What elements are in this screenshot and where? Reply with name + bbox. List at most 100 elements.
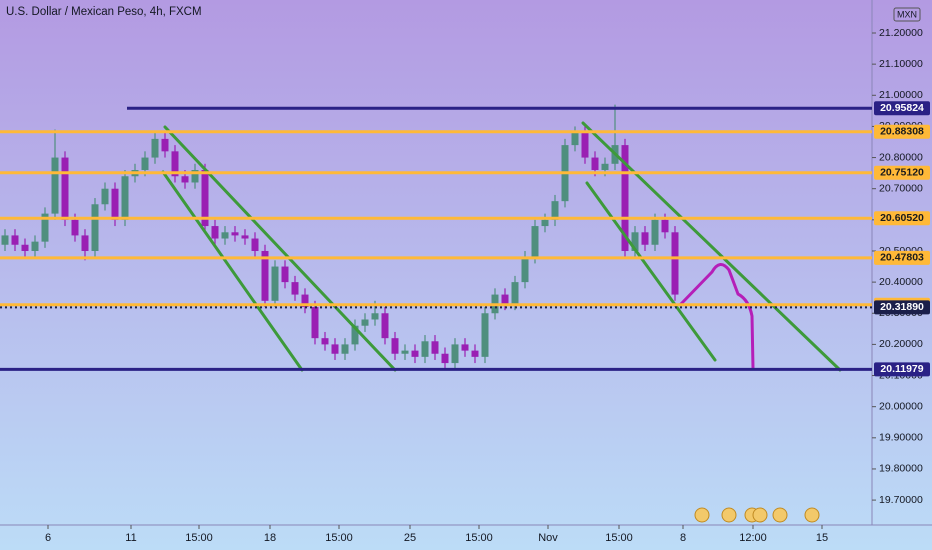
- candle-body: [591, 157, 599, 171]
- candle-body: [281, 266, 289, 283]
- level-label: 20.95824: [880, 102, 924, 114]
- candle-body: [401, 350, 409, 354]
- candle-body: [51, 157, 59, 214]
- candle-body: [41, 213, 49, 242]
- x-tick-label: 25: [404, 532, 416, 544]
- x-tick-label: 18: [264, 532, 276, 544]
- y-tick-label: 20.00000: [879, 400, 923, 412]
- level-label: 20.60520: [880, 212, 924, 224]
- candle-body: [111, 188, 119, 220]
- candle-body: [161, 138, 169, 152]
- candle-body: [71, 219, 79, 236]
- currency-label: MXN: [897, 9, 917, 19]
- y-tick-label: 21.00000: [879, 89, 923, 101]
- candle-body: [381, 313, 389, 339]
- trend-line: [163, 125, 397, 372]
- chart-title: U.S. Dollar / Mexican Peso, 4h, FXCM: [6, 6, 202, 18]
- level-badge: [874, 211, 930, 226]
- candle-body: [331, 344, 339, 354]
- event-icon: [721, 507, 737, 523]
- candle-body: [621, 145, 629, 251]
- candle-body: [61, 157, 69, 220]
- level-badge: [874, 362, 930, 377]
- x-tick-label: 15:00: [465, 532, 493, 544]
- candle-body: [501, 294, 509, 304]
- candle-body: [301, 294, 309, 308]
- candle-body: [321, 338, 329, 345]
- level-badge: [874, 101, 930, 116]
- candle-body: [571, 132, 579, 146]
- y-tick-label: 20.50000: [879, 245, 923, 257]
- candle-body: [631, 232, 639, 251]
- candle-body: [341, 344, 349, 354]
- candle-body: [661, 219, 669, 233]
- candle-body: [471, 350, 479, 357]
- candle-body: [1, 235, 9, 245]
- candle-body: [11, 235, 19, 245]
- trend-lines: [161, 121, 842, 372]
- x-tick-label: Nov: [538, 532, 558, 544]
- x-tick-label: 15: [816, 532, 828, 544]
- candle-body: [431, 341, 439, 354]
- candle-body: [231, 232, 239, 236]
- trend-line: [581, 121, 842, 372]
- y-tick-label: 20.40000: [879, 276, 923, 288]
- candle-body: [181, 176, 189, 183]
- level-label: 20.31890: [880, 301, 924, 313]
- currency-badge: [893, 7, 921, 22]
- candle-body: [251, 238, 259, 251]
- x-tick-label: 6: [45, 532, 51, 544]
- candle-body: [291, 282, 299, 295]
- y-tick-label: 21.20000: [879, 27, 923, 39]
- trend-line: [161, 170, 304, 372]
- candle-body: [641, 232, 649, 245]
- event-icon: [694, 507, 710, 523]
- candle-body: [201, 170, 209, 227]
- candle-body: [101, 188, 109, 205]
- candle-body: [411, 350, 419, 357]
- level-label: 20.47803: [880, 252, 924, 264]
- trend-line: [585, 181, 717, 362]
- candle-body: [271, 266, 279, 301]
- candle-body: [221, 232, 229, 239]
- y-tick-label: 19.70000: [879, 494, 923, 506]
- event-icon: [804, 507, 820, 523]
- candle-body: [211, 226, 219, 239]
- level-label: 20.88308: [880, 125, 924, 137]
- event-icon: [752, 507, 768, 523]
- level-badge: [874, 300, 930, 315]
- level-badge: [874, 165, 930, 180]
- candle-body: [21, 244, 29, 251]
- y-tick-label: 20.20000: [879, 338, 923, 350]
- event-icon: [772, 507, 788, 523]
- y-tick-label: 20.70000: [879, 182, 923, 194]
- candle-body: [651, 219, 659, 245]
- level-label: 20.11979: [880, 363, 923, 375]
- candle-body: [151, 138, 159, 158]
- x-tick-label: 11: [125, 532, 136, 544]
- x-tick-label: 8: [680, 532, 686, 544]
- candle-body: [31, 241, 39, 251]
- level-badge: [874, 124, 930, 139]
- x-tick-label: 12:00: [739, 532, 767, 544]
- projection-path: [678, 263, 755, 369]
- candle-body: [351, 325, 359, 345]
- candle-body: [241, 235, 249, 239]
- candle-body: [121, 176, 129, 220]
- y-tick-label: 19.90000: [879, 432, 923, 444]
- candle-body: [171, 151, 179, 177]
- candle-body: [671, 232, 679, 295]
- candle-body: [371, 313, 379, 320]
- candle-body: [461, 344, 469, 351]
- y-tick-label: 19.80000: [879, 463, 923, 475]
- candle-body: [521, 257, 529, 283]
- candle-body: [81, 235, 89, 251]
- levels: 19.7000019.8000019.9000020.0000020.10000…: [0, 27, 930, 506]
- x-tick-label: 15:00: [605, 532, 633, 544]
- candle-body: [261, 250, 269, 301]
- candle-body: [581, 132, 589, 158]
- y-tick-label: 21.10000: [879, 58, 923, 70]
- candle-body: [481, 313, 489, 357]
- y-tick-label: 20.80000: [879, 151, 923, 163]
